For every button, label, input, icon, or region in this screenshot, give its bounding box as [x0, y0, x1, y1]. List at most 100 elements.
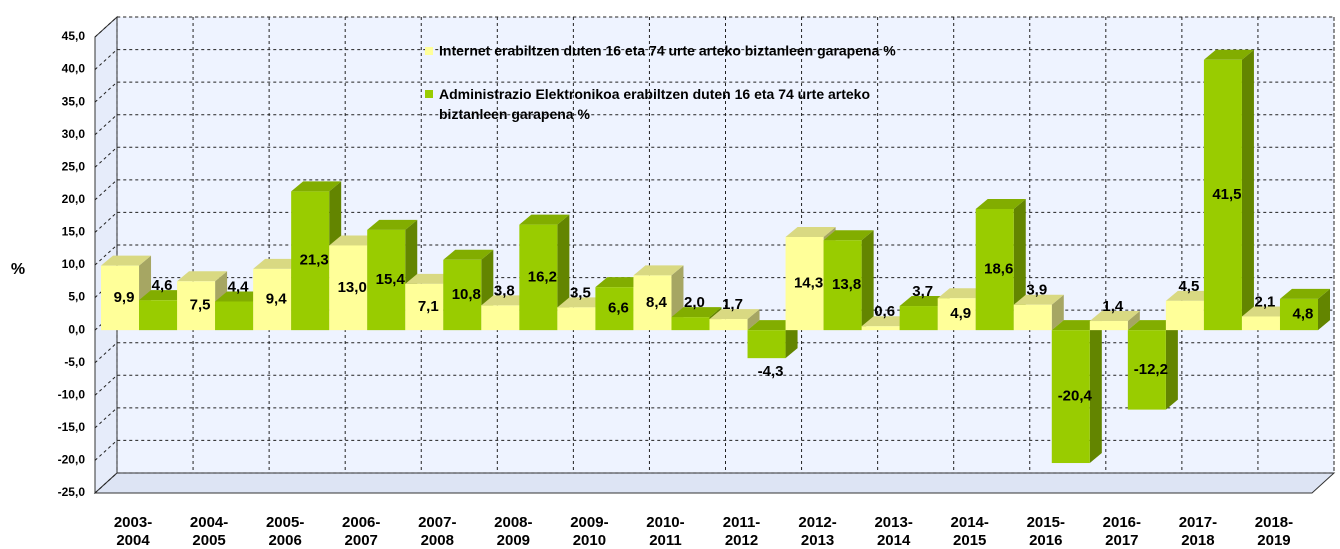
grid-line: [94, 439, 1334, 461]
x-tick-line: 2003-: [114, 514, 152, 531]
x-tick-line: 2018-: [1255, 514, 1293, 531]
value-label: 9,4: [266, 290, 288, 307]
x-tick-label: 2015-2016: [1027, 514, 1065, 549]
y-axis-label: %: [11, 261, 25, 278]
bar-side: [747, 309, 760, 331]
x-tick-line: 2018: [1181, 532, 1214, 549]
bar: [481, 305, 520, 331]
bar-top: [1241, 306, 1292, 317]
y-tick-label: 10,0: [62, 257, 86, 271]
value-label: 3,7: [912, 283, 933, 300]
x-tick-line: 2010-: [646, 514, 684, 531]
bar-top: [253, 258, 304, 269]
legend-swatch: [425, 47, 433, 55]
value-label: 9,9: [114, 289, 135, 306]
bar-side: [1127, 311, 1140, 331]
bar-top: [595, 277, 646, 288]
x-tick-line: 2006-: [342, 514, 380, 531]
x-tick-line: 2016-: [1103, 514, 1141, 531]
bar: [101, 265, 140, 331]
x-tick-line: 2011-: [723, 514, 761, 531]
bar: [557, 307, 596, 331]
bar-top: [1127, 320, 1178, 331]
x-tick-line: 2019: [1257, 532, 1290, 549]
value-label: 7,1: [418, 298, 439, 315]
bar: [253, 268, 292, 331]
grid-line: [94, 277, 1334, 298]
grid-line: [94, 81, 1334, 103]
value-label: -20,4: [1058, 388, 1093, 405]
value-label: 7,5: [190, 297, 211, 314]
value-label: 4,8: [1293, 305, 1314, 322]
bar-top: [443, 249, 494, 260]
x-tick-line: 2014: [877, 532, 911, 549]
bar-top: [823, 230, 874, 241]
bar: [329, 245, 368, 331]
bar: [405, 283, 444, 331]
y-tick-label: 20,0: [62, 192, 86, 206]
bar: [443, 259, 482, 331]
y-tick-label: -25,0: [58, 485, 86, 499]
bar: [1089, 321, 1128, 331]
bar-top: [177, 271, 228, 282]
bar-top: [709, 309, 760, 320]
legend-line: Administrazio Elektronikoa erabiltzen du…: [439, 86, 870, 102]
x-tick-line: 2004: [116, 532, 150, 549]
grid-line: [94, 244, 1334, 266]
bar-side: [1318, 288, 1330, 331]
y-tick-label: 0,0: [68, 322, 85, 336]
y-tick-label: 15,0: [62, 225, 86, 239]
value-label: 21,3: [300, 252, 329, 269]
grid-line: [94, 16, 1334, 38]
x-tick-line: 2012-: [798, 514, 836, 531]
x-tick-line: 2005-: [266, 514, 304, 531]
bar: [291, 191, 330, 331]
value-label: 8,4: [646, 294, 668, 311]
bar-top: [519, 214, 570, 225]
x-tick-label: 2018-2019: [1255, 514, 1293, 549]
x-tick-label: 2005-2006: [266, 514, 304, 549]
bar-top: [1203, 49, 1254, 60]
value-label: 1,7: [722, 296, 743, 313]
x-tick-label: 2006-2007: [342, 514, 380, 549]
bar: [633, 275, 672, 331]
bar-top: [1089, 311, 1140, 322]
x-tick-label: 2014-2015: [951, 514, 989, 549]
value-label: 4,5: [1178, 278, 1199, 295]
value-label: 1,4: [1102, 298, 1124, 315]
value-label: 14,3: [794, 275, 823, 292]
bar-side: [1165, 320, 1178, 410]
bar: [861, 326, 900, 331]
bar: [899, 306, 938, 331]
x-tick-line: 2013: [801, 532, 834, 549]
x-tick-line: 2017: [1105, 532, 1138, 549]
bar: [747, 330, 786, 359]
x-tick-line: 2007: [345, 532, 378, 549]
legend-swatch: [425, 90, 433, 98]
y-tick-label: 30,0: [62, 127, 86, 141]
y-tick-label: 35,0: [62, 94, 86, 108]
bar: [367, 229, 406, 331]
bar: [1203, 59, 1242, 331]
bar: [177, 281, 216, 331]
value-label: 4,9: [950, 305, 971, 322]
bar-top: [861, 316, 912, 327]
value-label: 6,6: [608, 300, 629, 317]
y-tick-label: -20,0: [58, 453, 86, 467]
bar-top: [747, 320, 798, 331]
value-label: 10,8: [452, 286, 481, 303]
x-tick-line: 2017-: [1179, 514, 1217, 531]
bar-top: [329, 235, 380, 246]
x-tick-line: 2005: [192, 532, 225, 549]
bar-top: [899, 296, 950, 307]
x-tick-line: 2004-: [190, 514, 228, 531]
value-label: 15,4: [376, 271, 406, 288]
x-tick-line: 2015-: [1027, 514, 1065, 531]
bar-top: [101, 255, 152, 266]
value-label: 3,8: [494, 282, 515, 299]
bar-top: [975, 198, 1026, 209]
x-tick-label: 2009-2010: [570, 514, 608, 549]
bar: [1241, 316, 1280, 331]
x-tick-label: 2008-2009: [494, 514, 532, 549]
